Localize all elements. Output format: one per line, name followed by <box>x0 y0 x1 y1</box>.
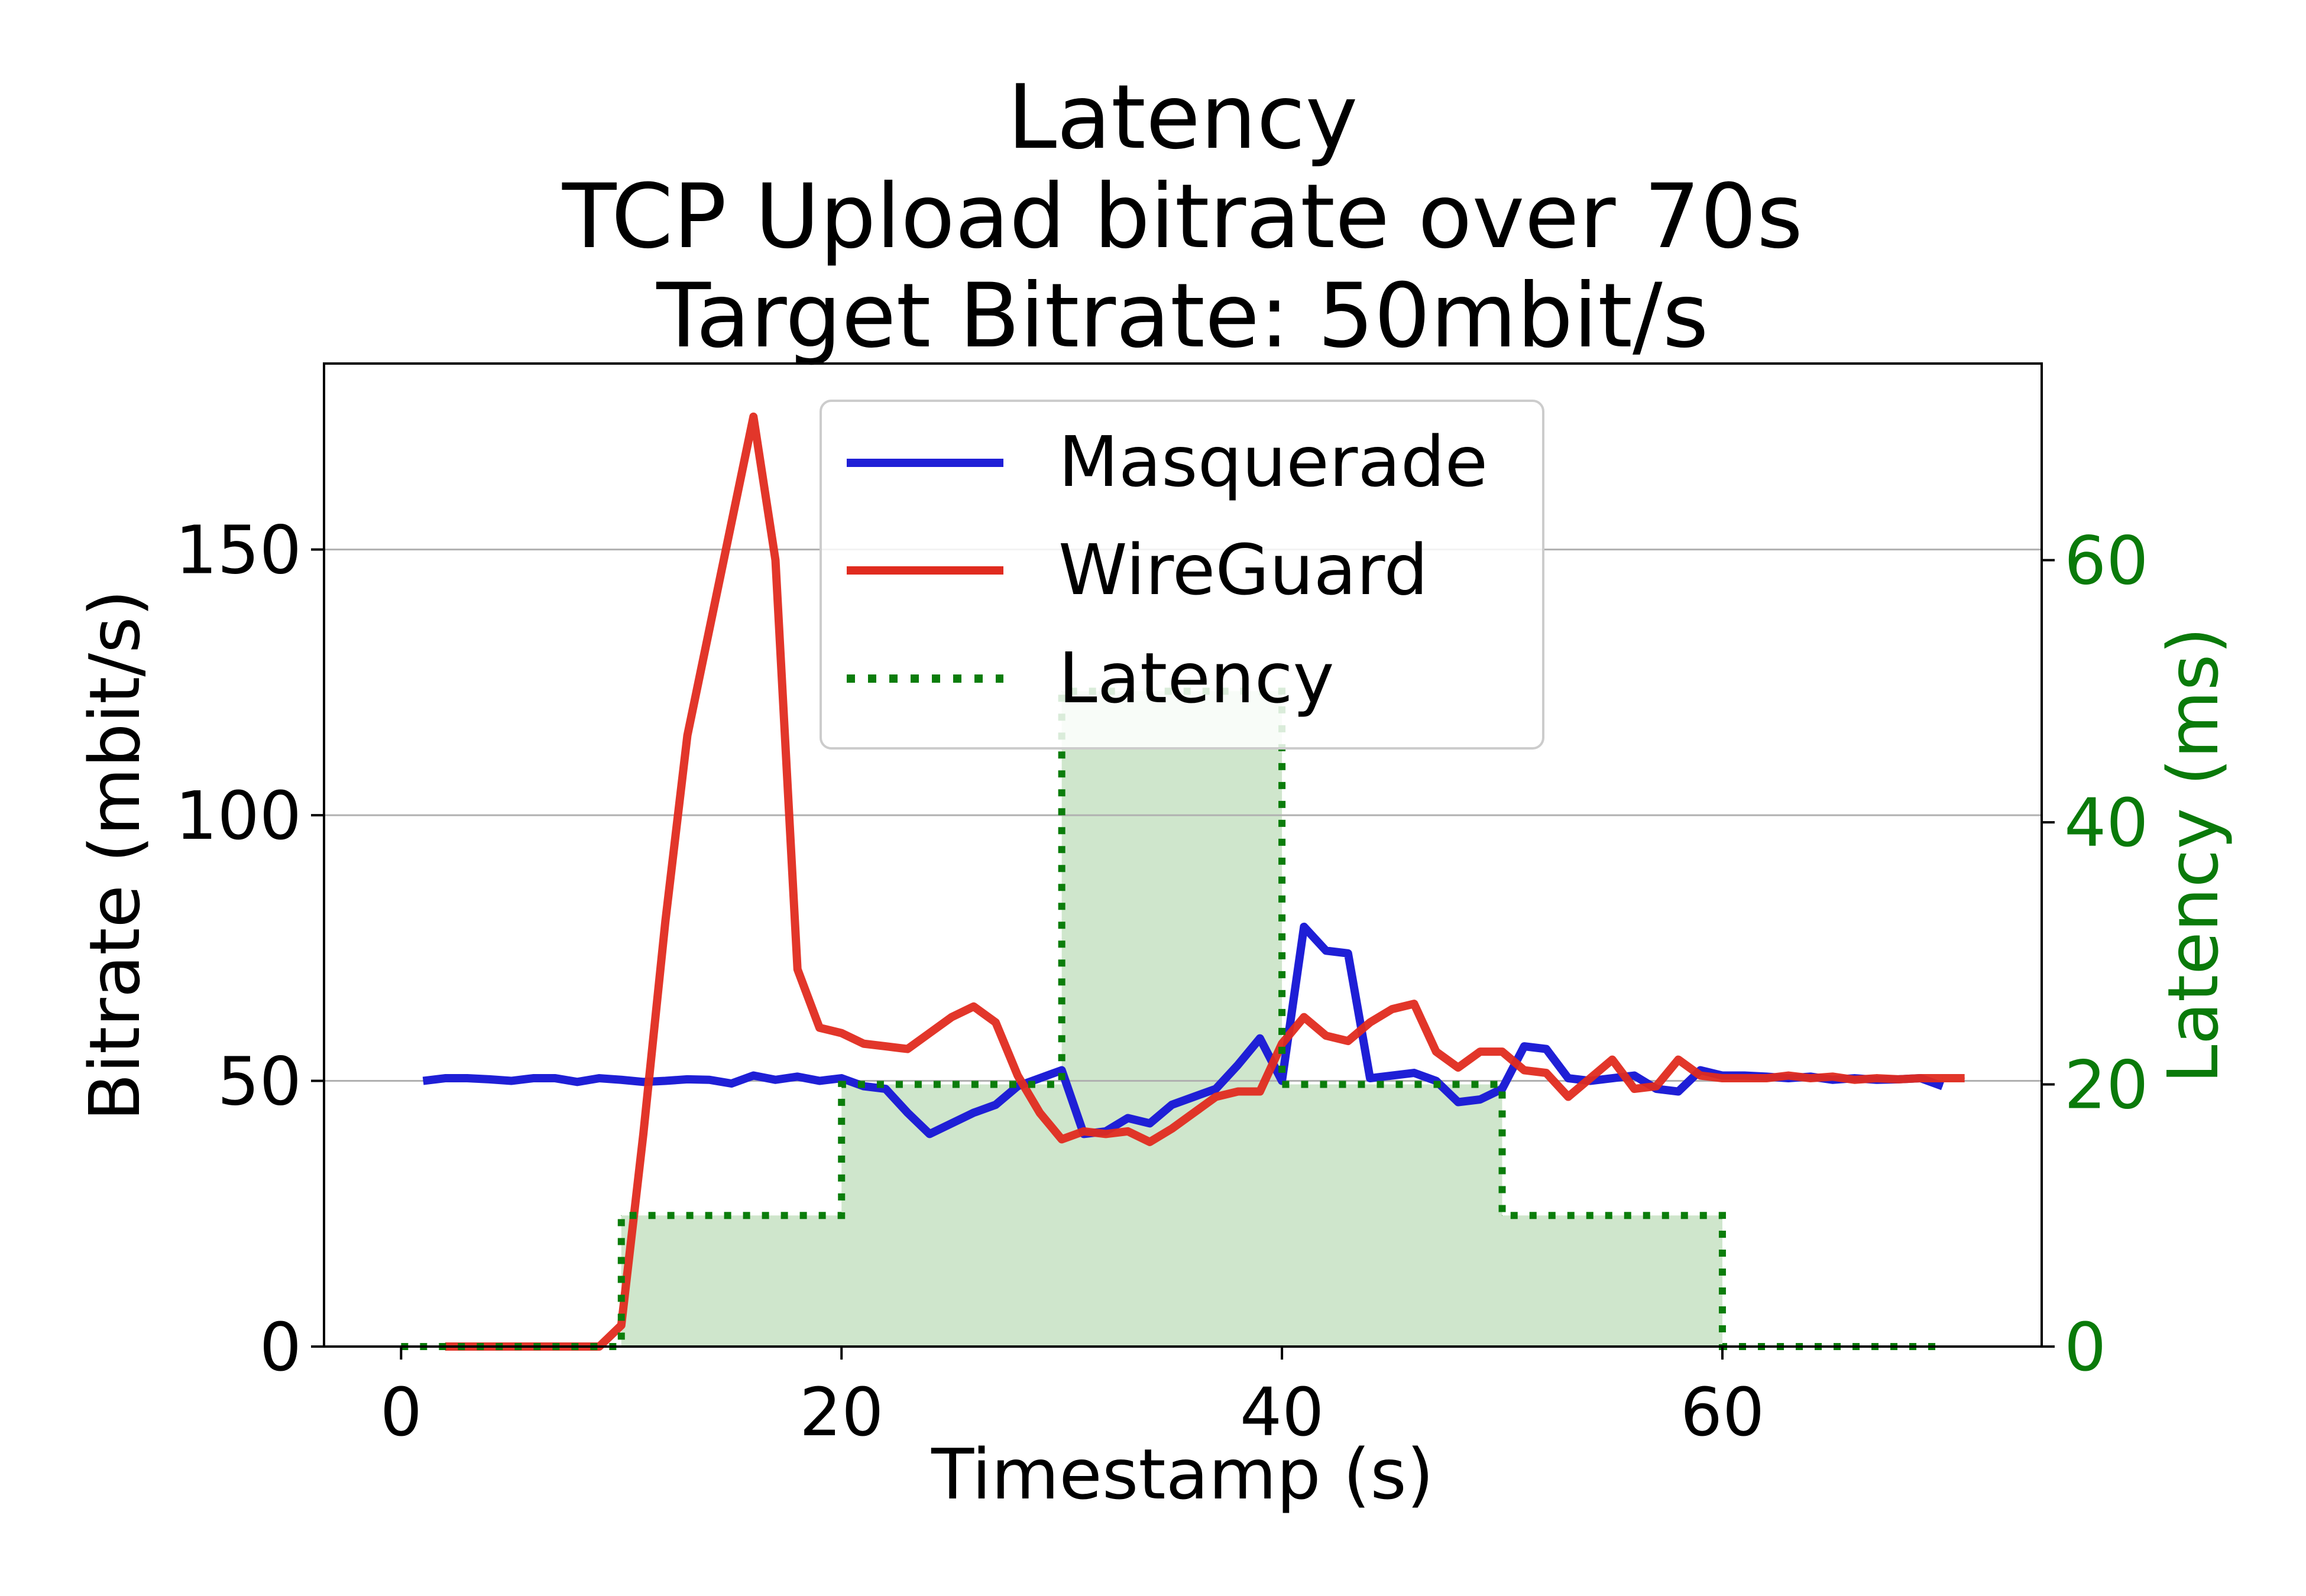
point-wireguard-63 <box>1788 1075 1789 1076</box>
chart-title-line-2: TCP Upload bitrate over 70s <box>562 166 1803 268</box>
point-wireguard-14 <box>709 628 710 630</box>
point-wireguard-16 <box>753 416 754 417</box>
point-wireguard-67 <box>1876 1078 1877 1079</box>
point-masquerade-3 <box>467 1078 468 1079</box>
legend-box <box>820 400 1544 750</box>
x-tick-label-20: 20 <box>799 1374 884 1451</box>
point-masquerade-17 <box>775 1079 776 1081</box>
y2-tick-label-0: 0 <box>2064 1309 2106 1386</box>
point-wireguard-29 <box>1039 1112 1040 1113</box>
point-masquerade-35 <box>1171 1104 1173 1105</box>
legend-label-masquerade: Masquerade <box>1058 421 1488 502</box>
latency-area-fill <box>401 691 1943 1347</box>
legend: Masquerade WireGuard Latency <box>820 400 1544 750</box>
y-axis-label: Bitrate (mbit/s) <box>74 589 156 1121</box>
point-masquerade-49 <box>1479 1099 1481 1100</box>
point-wireguard-66 <box>1854 1079 1855 1081</box>
latency-fill-layer <box>401 691 1943 1347</box>
point-masquerade-39 <box>1259 1038 1261 1039</box>
point-masquerade-53 <box>1567 1078 1569 1079</box>
point-masquerade-16 <box>753 1075 754 1076</box>
point-masquerade-29 <box>1039 1078 1040 1079</box>
series-line-latency <box>401 687 1943 1350</box>
legend-label-latency: Latency <box>1058 637 1334 719</box>
x-axis-label: Timestamp (s) <box>931 1433 1434 1515</box>
y2-tick-label-40: 40 <box>2064 785 2149 862</box>
point-wireguard-12 <box>665 921 666 922</box>
x-tick-label-0: 0 <box>380 1374 422 1451</box>
point-wireguard-22 <box>885 1046 886 1047</box>
point-wireguard-64 <box>1810 1078 1811 1079</box>
point-wireguard-62 <box>1766 1078 1767 1079</box>
y2-tick-label-20: 20 <box>2064 1047 2149 1124</box>
y-tick-label-150: 150 <box>175 512 302 589</box>
point-latency-20 <box>841 1084 842 1085</box>
point-wireguard-59 <box>1700 1075 1701 1076</box>
point-masquerade-44 <box>1369 1078 1371 1079</box>
point-wireguard-27 <box>995 1022 996 1023</box>
series-line-masquerade <box>422 922 1944 1138</box>
point-masquerade-20 <box>841 1078 842 1079</box>
point-wireguard-21 <box>863 1043 864 1044</box>
chart-title-line-1: Latency <box>1008 66 1358 169</box>
point-masquerade-25 <box>951 1123 952 1124</box>
point-wireguard-58 <box>1677 1059 1679 1060</box>
point-wireguard-26 <box>973 1006 974 1007</box>
point-wireguard-69 <box>1920 1078 1921 1079</box>
point-masquerade-14 <box>709 1079 710 1081</box>
point-masquerade-26 <box>973 1112 974 1113</box>
point-masquerade-7 <box>555 1078 556 1079</box>
point-masquerade-34 <box>1149 1123 1151 1124</box>
y2-axis-label: Latency (ms) <box>2152 627 2234 1084</box>
point-masquerade-58 <box>1677 1091 1679 1092</box>
point-wireguard-65 <box>1832 1076 1833 1077</box>
point-wireguard-35 <box>1171 1128 1173 1129</box>
y-tick-label-50: 50 <box>217 1044 302 1121</box>
point-wireguard-30 <box>1061 1138 1063 1140</box>
series-layer <box>400 412 1965 1351</box>
point-wireguard-39 <box>1259 1091 1261 1092</box>
y-tick-label-100: 100 <box>175 778 302 855</box>
y2-tick-label-60: 60 <box>2064 523 2149 600</box>
point-wireguard-54 <box>1590 1078 1591 1079</box>
legend-label-wireguard: WireGuard <box>1058 529 1428 611</box>
x-tick-label-40: 40 <box>1240 1374 1324 1451</box>
point-wireguard-71 <box>1964 1078 1965 1079</box>
x-tick-label-60: 60 <box>1680 1374 1765 1451</box>
point-wireguard-44 <box>1369 1022 1371 1023</box>
point-wireguard-19 <box>819 1027 820 1029</box>
point-wireguard-13 <box>687 735 688 736</box>
point-wireguard-34 <box>1149 1141 1151 1143</box>
series-line-wireguard <box>445 412 1965 1351</box>
plot-frame <box>323 362 2043 1348</box>
point-masquerade-23 <box>907 1112 908 1113</box>
point-wireguard-70 <box>1942 1078 1943 1079</box>
point-masquerade-30 <box>1061 1070 1063 1071</box>
point-masquerade-27 <box>995 1104 996 1105</box>
y-tick-label-0: 0 <box>260 1309 302 1386</box>
point-wireguard-61 <box>1744 1078 1745 1079</box>
point-masquerade-9 <box>599 1078 600 1079</box>
chart-title-line-3: Target Bitrate: 50mbit/s <box>656 265 1708 368</box>
point-masquerade-18 <box>797 1076 798 1077</box>
tick-layer: 0 20 40 60 0 50 100 150 0 20 40 60 <box>175 512 2148 1451</box>
